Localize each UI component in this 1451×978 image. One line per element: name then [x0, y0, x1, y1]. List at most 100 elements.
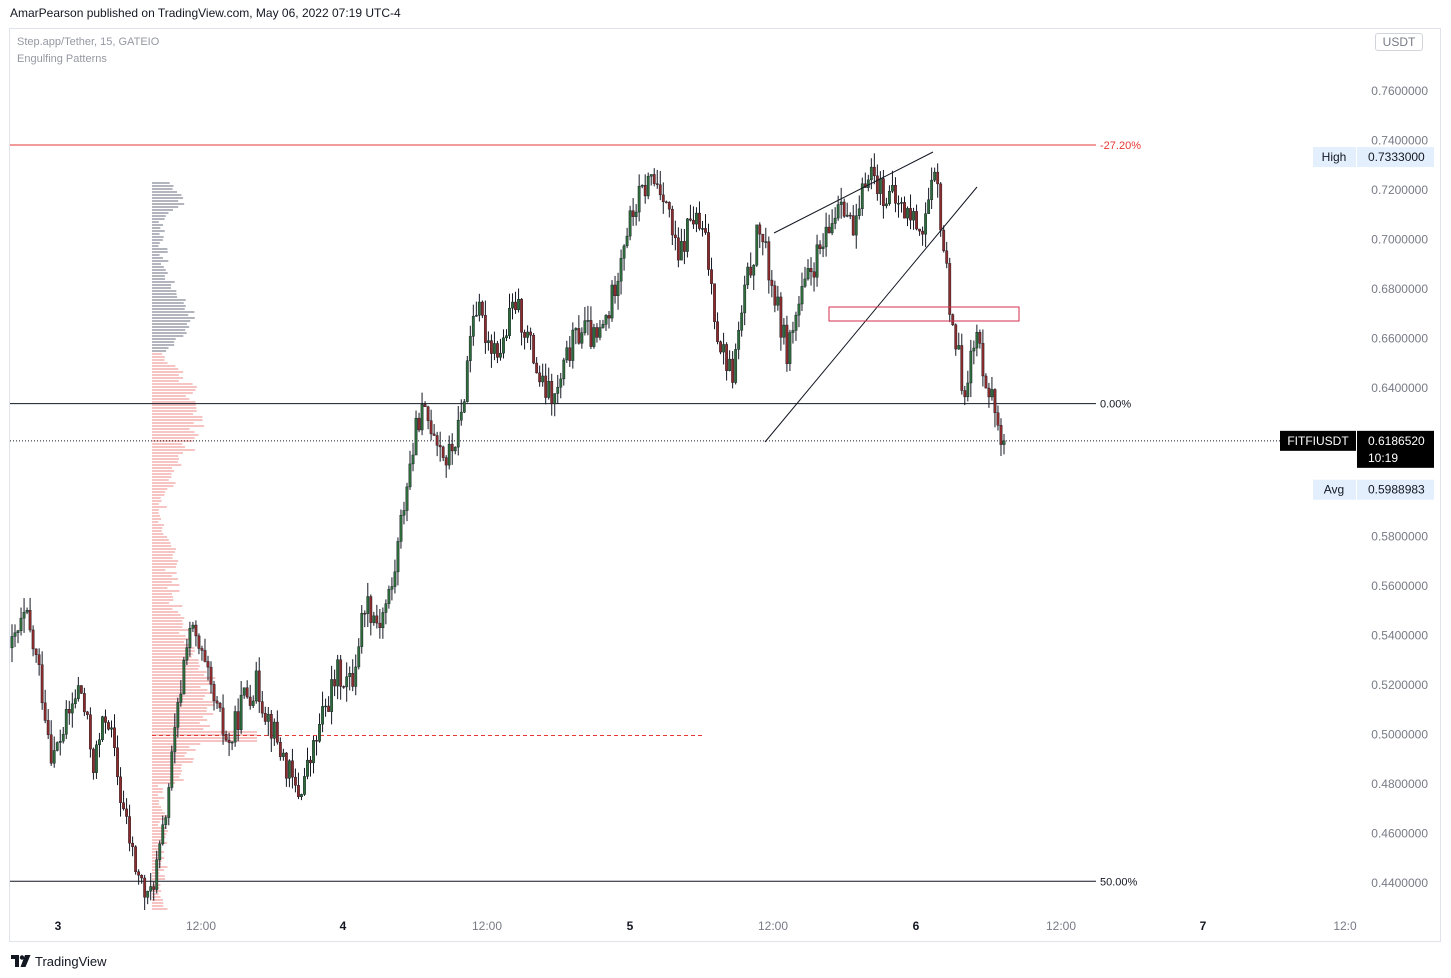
- candle-body: [55, 742, 59, 751]
- price-axis-label: 0.6400000: [1371, 381, 1428, 395]
- volume-profile-bar: [152, 875, 165, 877]
- volume-profile-bar: [152, 356, 165, 358]
- volume-profile-bar: [152, 572, 177, 574]
- candle-body: [502, 337, 505, 354]
- volume-profile-bar: [152, 497, 161, 499]
- volume-profile-bar: [152, 278, 166, 280]
- candle-body: [85, 711, 89, 715]
- volume-profile-bar: [152, 752, 187, 754]
- candle-body: [275, 721, 279, 743]
- volume-profile-bar: [152, 512, 159, 514]
- volume-profile-bar: [152, 905, 164, 907]
- candle-body: [978, 332, 982, 344]
- volume-profile-bar: [152, 659, 199, 661]
- candle-body: [514, 301, 517, 311]
- indicator-legend[interactable]: Engulfing Patterns: [17, 53, 107, 65]
- candle-body: [426, 406, 430, 421]
- volume-profile-bar: [152, 899, 163, 901]
- volume-profile-bar: [152, 662, 199, 664]
- volume-profile-bar: [152, 257, 163, 259]
- candle-body: [966, 382, 970, 398]
- candle-body: [565, 347, 569, 361]
- candle-body: [95, 744, 98, 773]
- candle-body: [176, 702, 180, 728]
- symbol-tag-bg: [1280, 430, 1356, 451]
- candle-body: [984, 375, 988, 389]
- candle-body: [468, 336, 472, 361]
- tradingview-footer[interactable]: TradingView: [11, 951, 107, 971]
- candle-body: [845, 214, 849, 217]
- candle-body: [993, 389, 997, 413]
- volume-profile-bar: [152, 191, 178, 193]
- volume-profile-bar: [152, 722, 200, 724]
- volume-profile-bar: [152, 632, 180, 634]
- volume-profile-bar: [152, 674, 205, 676]
- volume-profile-bar: [152, 599, 174, 601]
- volume-profile-bar: [152, 803, 159, 805]
- candle-body: [942, 229, 946, 252]
- candle-body: [260, 701, 264, 714]
- candle-body: [318, 723, 321, 742]
- chart-frame[interactable]: [9, 28, 1441, 942]
- volume-profile-bar: [152, 239, 163, 241]
- candle-body: [360, 612, 364, 647]
- candle-body: [912, 211, 915, 221]
- volume-profile-bar: [152, 362, 168, 364]
- symbol-legend[interactable]: Step.app/Tether, 15, GATEIO: [17, 36, 160, 48]
- candle-body: [933, 171, 937, 181]
- candle-body: [987, 387, 991, 398]
- candle-body: [185, 647, 189, 661]
- candle-body: [266, 713, 270, 722]
- candle-body: [122, 802, 125, 810]
- volume-profile-bar: [152, 233, 160, 235]
- volume-profile-bar: [152, 326, 190, 328]
- candle-body: [251, 700, 255, 706]
- candle-body: [520, 298, 523, 333]
- volume-profile-bar: [152, 476, 172, 478]
- candle-body: [610, 284, 614, 319]
- candle-body: [824, 226, 828, 248]
- candle-body: [544, 375, 548, 398]
- candle-body: [954, 324, 958, 350]
- candle-body: [363, 612, 367, 615]
- volume-profile-bar: [152, 341, 175, 343]
- candle-body: [137, 871, 141, 876]
- currency-button[interactable]: USDT: [1375, 33, 1423, 51]
- price-axis-label: 0.5800000: [1371, 530, 1428, 544]
- candle-body: [505, 335, 508, 339]
- candle-body: [119, 776, 122, 803]
- volume-profile-bar: [152, 272, 168, 274]
- candle-body: [37, 654, 41, 665]
- candle-body: [990, 389, 994, 398]
- candle-body: [652, 174, 656, 184]
- candle-body: [375, 615, 379, 624]
- tradingview-logo-icon: [11, 955, 31, 967]
- trendlines: [764, 151, 1020, 443]
- volume-profile-bar: [152, 443, 183, 445]
- candle-body: [695, 212, 698, 225]
- candle-body: [830, 223, 834, 234]
- candle-body: [315, 740, 318, 742]
- time-axis: 3 12:00 4 12:00 5 12:00 6 12:00 7 12:0: [55, 919, 1357, 933]
- volume-profile-bar: [152, 881, 159, 883]
- candle-body: [999, 425, 1003, 445]
- candle-body: [92, 748, 95, 773]
- candle-body: [254, 670, 258, 702]
- candle-body: [553, 393, 557, 405]
- volume-profile-bar: [152, 485, 174, 487]
- marker-label-bg: [1313, 147, 1356, 168]
- candle-body: [936, 171, 940, 185]
- time-axis-label: 5: [627, 919, 634, 933]
- candle-body: [752, 265, 756, 276]
- candle-body: [776, 296, 780, 306]
- volume-profile-bar: [152, 812, 165, 814]
- candle-body: [336, 659, 340, 687]
- candle-body: [737, 330, 741, 350]
- price-axis-label: 0.4800000: [1371, 777, 1428, 791]
- last-price-bg: [1357, 430, 1434, 468]
- volume-profile-bar: [152, 638, 190, 640]
- volume-profile-bar: [152, 500, 162, 502]
- volume-profile-bar: [152, 515, 160, 517]
- candle-body: [791, 330, 795, 333]
